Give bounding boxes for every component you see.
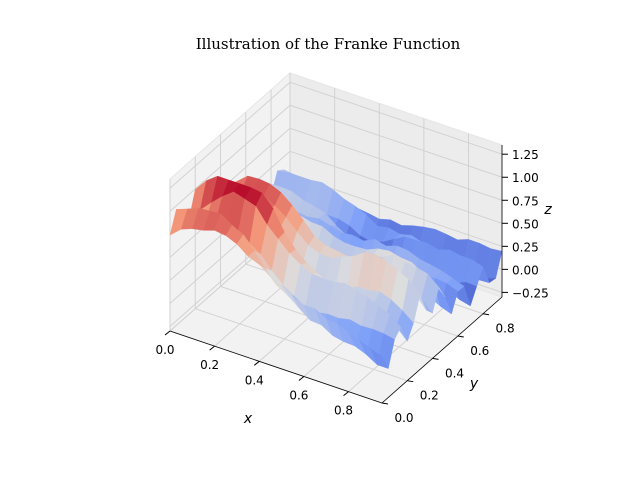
surface-facet bbox=[370, 348, 389, 369]
chart-title: Illustration of the Franke Function bbox=[196, 35, 461, 53]
x-tick bbox=[209, 345, 215, 351]
y-axis-label: y bbox=[469, 376, 479, 392]
y-tick bbox=[381, 402, 389, 405]
x-tick bbox=[253, 360, 260, 366]
grid-line-z-back bbox=[289, 104, 503, 178]
y-tick-label: 0.0 bbox=[394, 411, 413, 425]
z-tick-label: 0.75 bbox=[512, 194, 539, 208]
y-tick bbox=[407, 380, 414, 383]
y-tick-label: 0.4 bbox=[445, 366, 464, 380]
y-tick-label: 0.6 bbox=[470, 344, 489, 358]
y-tick-label: 0.2 bbox=[420, 389, 439, 403]
x-tick-label: 0.8 bbox=[334, 404, 353, 418]
x-tick-label: 0.6 bbox=[289, 388, 308, 402]
z-tick-label: −0.25 bbox=[512, 286, 549, 300]
x-tick-label: 0.4 bbox=[245, 373, 264, 387]
grid-line-z-back bbox=[289, 150, 503, 224]
grid-line-z-left bbox=[169, 104, 291, 212]
grid-line-z-back bbox=[289, 127, 503, 201]
x-tick-label: 0.2 bbox=[200, 358, 219, 372]
grid-line-z-back bbox=[289, 81, 503, 155]
x-tick bbox=[343, 391, 349, 397]
z-tick-label: 1.25 bbox=[512, 148, 539, 162]
y-tick bbox=[482, 313, 490, 316]
surface-plot bbox=[169, 169, 503, 369]
z-tick-label: 0.50 bbox=[512, 217, 539, 231]
x-tick-label: 0.0 bbox=[155, 343, 174, 357]
y-tick-label: 0.8 bbox=[496, 322, 515, 336]
z-tick-label: 0.00 bbox=[512, 263, 539, 277]
axes-ticks: 0.0 0.2 0.4 0.6 0.8 0.0 0.2 0.4 0.6 0.8 −0.25 0.00 0… bbox=[155, 148, 548, 425]
grid-line-z-left bbox=[169, 81, 291, 189]
y-tick bbox=[457, 335, 464, 338]
x-axis-label: x bbox=[243, 411, 253, 427]
y-axis-line bbox=[381, 296, 503, 404]
axes-lines bbox=[169, 145, 503, 404]
z-tick-label: 0.25 bbox=[512, 240, 539, 254]
z-tick-label: 1.00 bbox=[512, 171, 539, 185]
z-axis-label: z bbox=[543, 202, 552, 218]
grid-line-y-floor bbox=[195, 308, 408, 382]
x-tick bbox=[164, 330, 171, 336]
x-axis-line bbox=[169, 330, 383, 404]
y-tick bbox=[432, 357, 439, 360]
x-tick bbox=[298, 376, 305, 381]
